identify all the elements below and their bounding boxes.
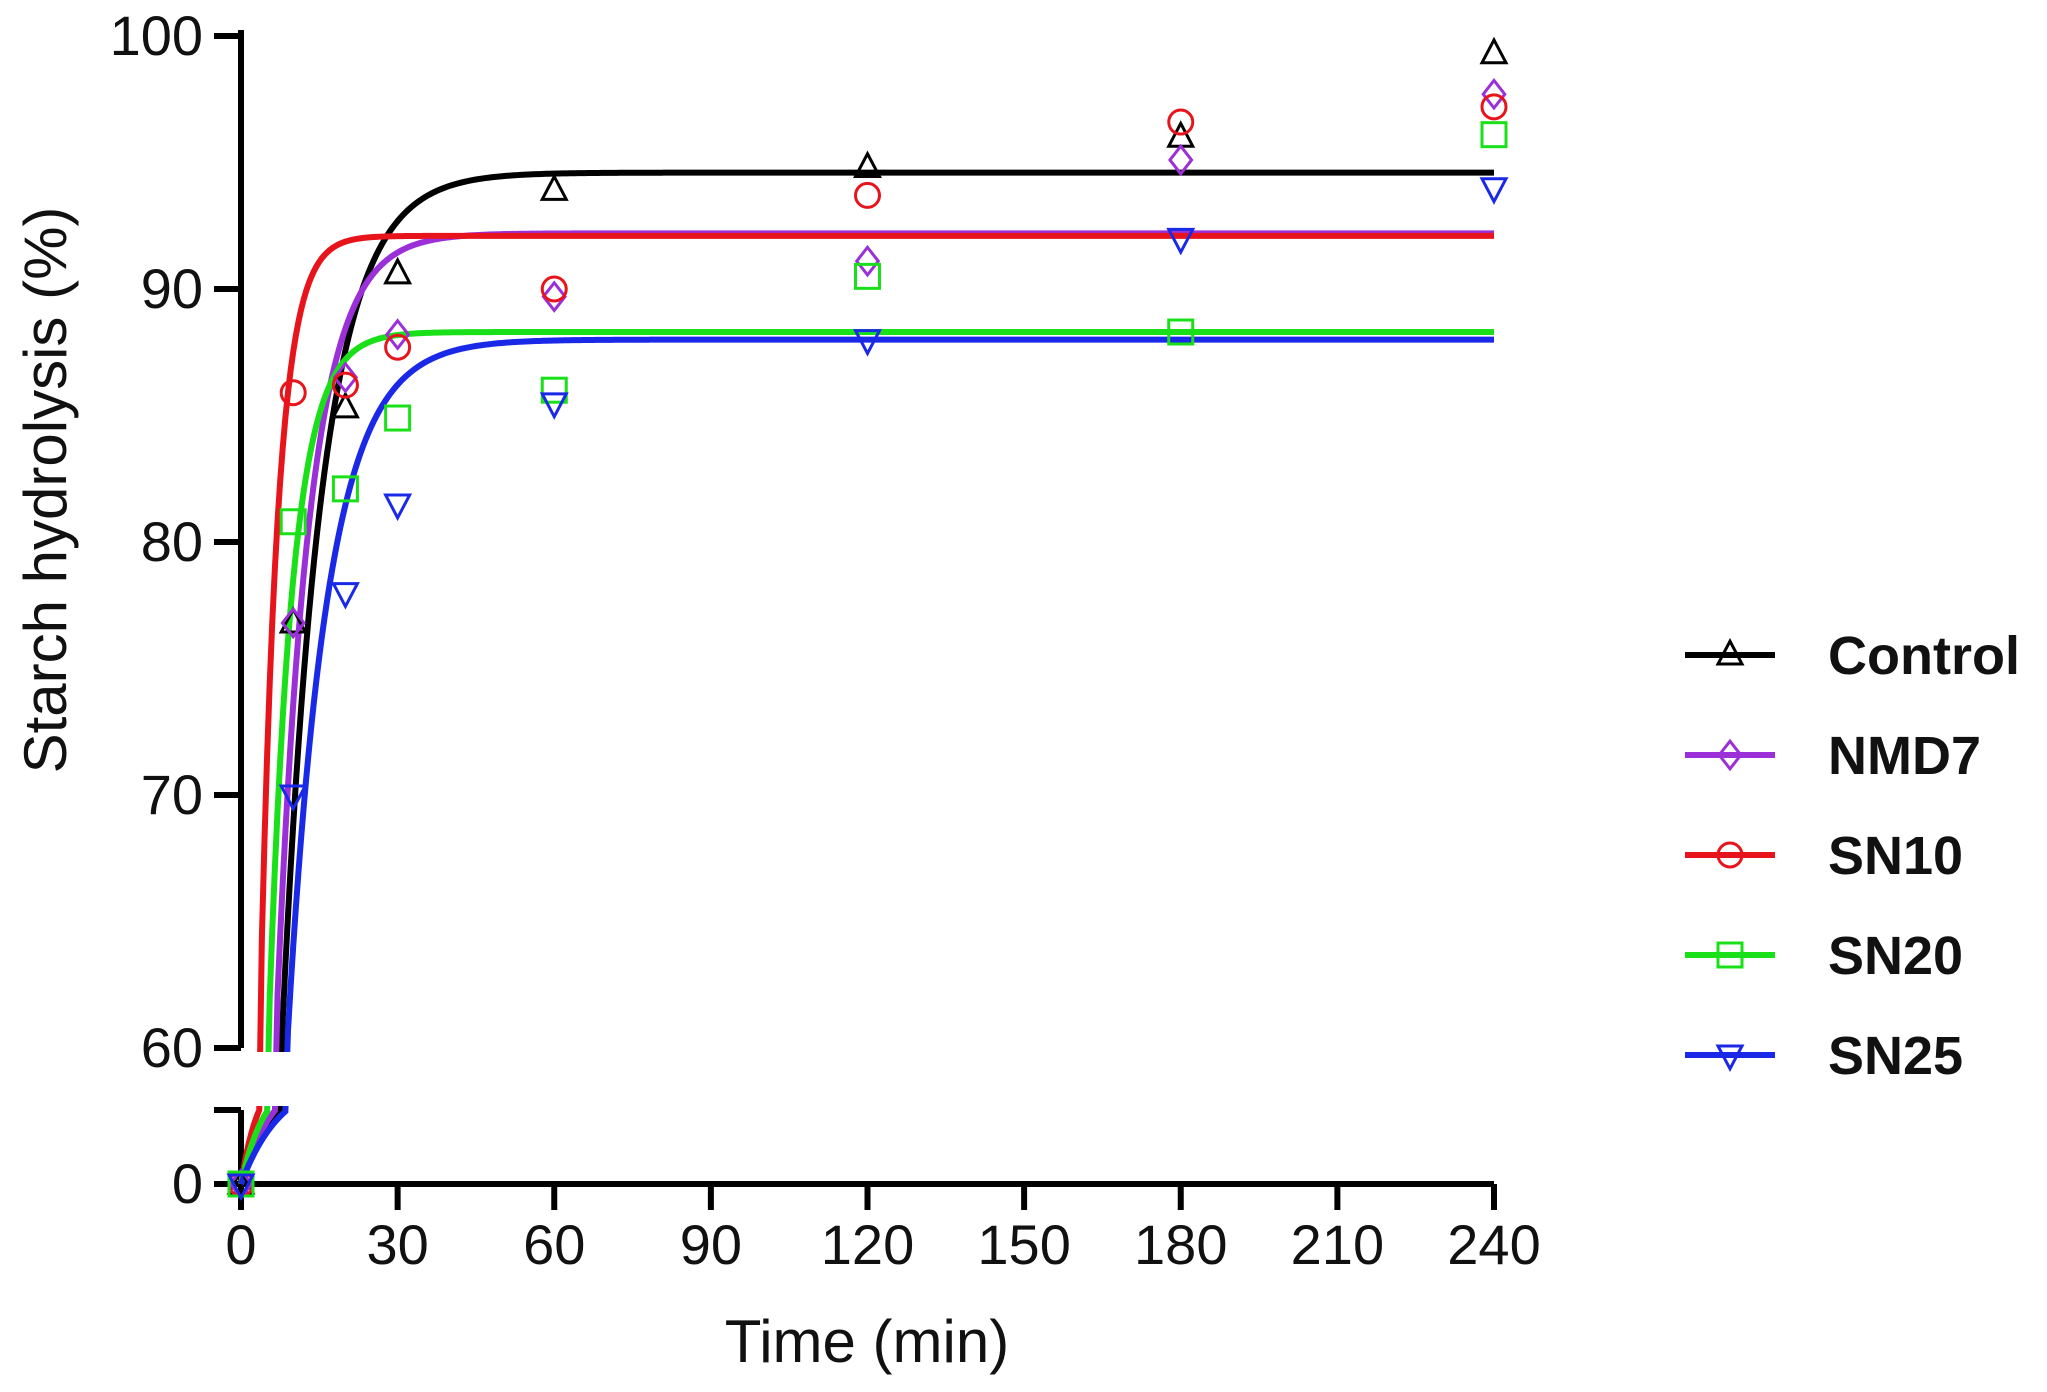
data-point-sn20 (279, 508, 307, 536)
y-ticks: 60 70 80 90 100 0 (110, 4, 241, 1215)
data-point-control (330, 390, 360, 419)
data-point-sn10 (540, 275, 568, 303)
x-tick-label: 240 (1447, 1213, 1540, 1276)
data-point-nmd7 (541, 280, 567, 313)
data-point-sn25 (226, 1173, 256, 1202)
y-tick-label: 60 (141, 1016, 203, 1079)
x-tick-label: 180 (1134, 1213, 1227, 1276)
x-axis-title: Time (min) (725, 1308, 1009, 1375)
data-point-sn10 (279, 379, 307, 407)
fit-curve-control (238, 169, 1494, 1186)
data-point-sn20 (331, 475, 359, 503)
y-tick-label: 80 (141, 510, 203, 573)
x-tick-label: 0 (225, 1213, 256, 1276)
data-point-sn10 (1167, 108, 1195, 136)
data-point-sn20 (540, 376, 568, 404)
legend-marker-nmd7 (1717, 738, 1743, 772)
y-tick-label: 70 (141, 763, 203, 826)
data-point-sn25 (539, 392, 569, 420)
data-point-nmd7 (332, 361, 359, 394)
data-point-control (383, 256, 413, 285)
data-point-nmd7 (1168, 143, 1194, 177)
legend-marker-sn25 (1715, 1044, 1745, 1073)
x-tick-label: 210 (1291, 1213, 1384, 1276)
y-tick-label: 90 (141, 257, 203, 320)
x-tick-label: 30 (366, 1213, 428, 1276)
fit-curve-nmd7 (238, 230, 1494, 1185)
data-point-control (226, 1166, 256, 1195)
x-ticks: 0 30 60 90 120 150 180 210 240 (225, 1184, 1541, 1276)
data-point-sn20 (1167, 318, 1195, 346)
axis-break-gap (243, 1052, 303, 1106)
x-tick-label: 120 (821, 1213, 914, 1276)
legend-marker-control (1715, 637, 1745, 666)
data-point-sn20 (854, 262, 881, 290)
data-point-sn25 (330, 582, 360, 610)
x-tick-label: 150 (977, 1213, 1070, 1276)
data-point-sn10 (854, 181, 881, 209)
data-point-sn25 (1479, 177, 1509, 205)
legend-marker-sn20 (1716, 941, 1744, 969)
axes (214, 30, 1494, 1187)
data-point-sn10 (1480, 93, 1508, 121)
legend-label-sn20: SN20 (1828, 926, 1963, 986)
x-tick-label: 90 (680, 1213, 742, 1276)
x-tick-label: 60 (523, 1213, 585, 1276)
y-tick-label: 100 (110, 4, 203, 67)
data-point-control (853, 150, 882, 179)
data-point-control (1479, 36, 1509, 65)
markers (226, 36, 1509, 1202)
data-point-sn20 (384, 404, 412, 432)
data-point-control (539, 173, 569, 201)
data-point-nmd7 (854, 244, 881, 278)
data-point-control (278, 605, 308, 634)
y-axis-title: Starch hydrolysis (%) (12, 207, 79, 774)
data-point-sn25 (278, 784, 308, 813)
fit-curve-sn20 (238, 329, 1494, 1185)
data-point-sn20 (1480, 121, 1508, 149)
data-point-sn10 (331, 371, 359, 399)
fit-curve-sn25 (238, 336, 1494, 1186)
fit-curves (238, 169, 1494, 1186)
data-point-nmd7 (384, 318, 411, 351)
data-point-sn25 (1166, 227, 1196, 256)
data-point-sn10 (384, 333, 412, 361)
data-point-sn25 (853, 329, 882, 357)
legend-label-control: Control (1828, 626, 2020, 686)
legend-marker-sn10 (1716, 841, 1744, 869)
legend-label-nmd7: NMD7 (1828, 726, 1981, 786)
legend: Control NMD7 SN10 SN20 SN25 (1685, 626, 2020, 1086)
legend-label-sn10: SN10 (1828, 826, 1963, 886)
data-point-sn25 (383, 493, 413, 522)
data-point-nmd7 (280, 606, 306, 640)
data-point-nmd7 (1481, 77, 1507, 111)
fit-curve-sn10 (238, 232, 1494, 1185)
legend-label-sn25: SN25 (1828, 1026, 1963, 1086)
y-tick-label: 0 (172, 1152, 203, 1215)
